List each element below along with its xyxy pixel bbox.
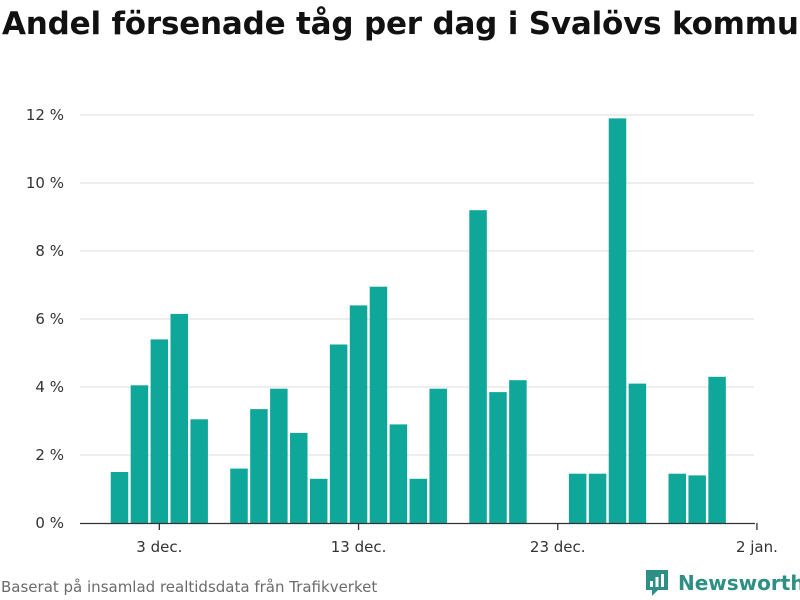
bar xyxy=(608,118,627,524)
x-tick-label: 23 dec. xyxy=(530,538,586,556)
bar xyxy=(568,473,587,523)
bar xyxy=(369,286,388,523)
bar xyxy=(349,305,368,523)
y-axis-labels: 0 % 2 % 4 % 6 % 8 % 10 % 12 % xyxy=(26,106,64,532)
x-axis-labels: 3 dec. 13 dec. 23 dec. 2 jan. xyxy=(136,538,778,556)
x-axis xyxy=(80,522,758,530)
x-tick-label: 2 jan. xyxy=(736,538,778,556)
y-tick-label: 4 % xyxy=(35,378,64,396)
brand-name: Newsworthy xyxy=(678,571,800,595)
bar xyxy=(688,475,706,523)
y-tick-label: 12 % xyxy=(26,106,64,124)
y-tick-label: 10 % xyxy=(26,174,64,192)
bar xyxy=(429,388,447,523)
x-tick-label: 13 dec. xyxy=(331,538,387,556)
bar xyxy=(230,468,248,523)
bar xyxy=(469,210,487,523)
bar xyxy=(708,376,726,523)
bar xyxy=(389,424,408,523)
bar xyxy=(150,339,169,523)
source-note: Baserat på insamlad realtidsdata från Tr… xyxy=(1,578,378,596)
bars xyxy=(110,118,726,524)
bar xyxy=(588,473,607,523)
bar xyxy=(170,313,189,523)
y-tick-label: 0 % xyxy=(35,514,64,532)
bar xyxy=(250,409,268,523)
y-tick-label: 2 % xyxy=(35,446,64,464)
bar xyxy=(409,478,428,523)
bar xyxy=(509,380,527,523)
bar xyxy=(668,473,687,523)
y-tick-label: 6 % xyxy=(35,310,64,328)
bar xyxy=(110,472,129,523)
newsworthy-logo-icon xyxy=(646,570,668,596)
bar xyxy=(190,419,208,523)
bar xyxy=(329,344,348,523)
y-tick-label: 8 % xyxy=(35,242,64,260)
bar xyxy=(290,432,308,523)
bar xyxy=(309,478,328,523)
brand[interactable]: Newsworthy xyxy=(644,568,800,598)
chart-title: Andel försenade tåg per dag i Svalövs ko… xyxy=(2,6,800,42)
bar xyxy=(270,388,288,523)
bar xyxy=(628,383,647,523)
bar xyxy=(130,385,149,523)
x-tick-label: 3 dec. xyxy=(136,538,182,556)
bar xyxy=(489,392,507,523)
